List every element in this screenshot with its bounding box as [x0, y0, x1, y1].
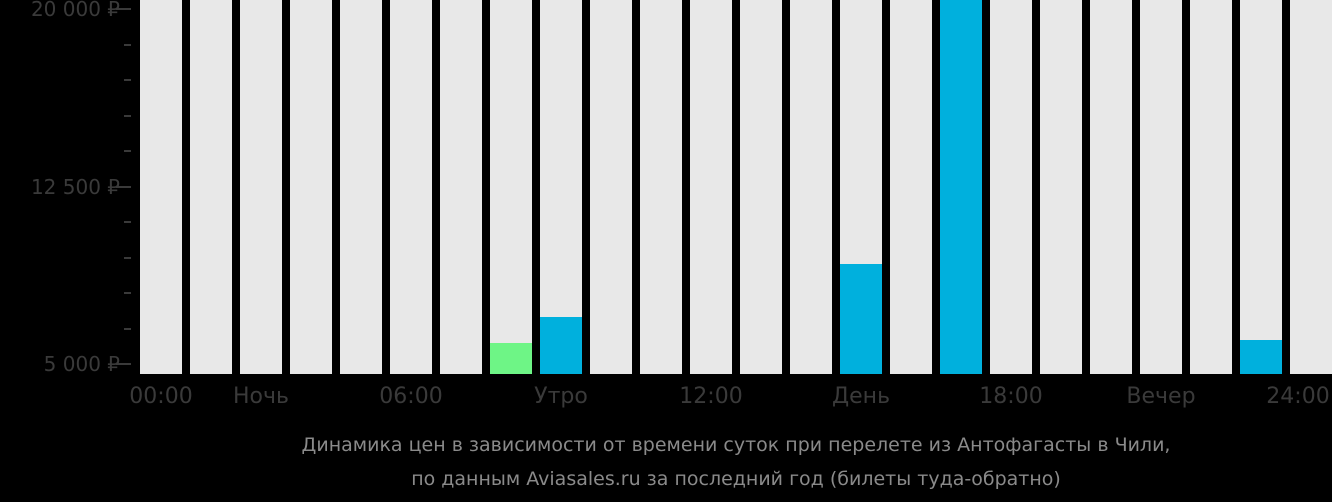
y-label-12500: 12 500 ₽ — [30, 175, 120, 199]
x-label: Вечер — [1126, 384, 1196, 409]
y-tick-minor — [124, 257, 131, 259]
bar-background — [790, 0, 832, 374]
bar-background — [190, 0, 232, 374]
x-label: Утро — [534, 384, 588, 409]
y-tick-minor — [124, 115, 131, 117]
y-label-5000: 5 000 ₽ — [43, 352, 120, 376]
bar-price[interactable] — [1240, 340, 1282, 374]
bar-background — [240, 0, 282, 374]
bar-background — [1090, 0, 1132, 374]
x-label: 24:00 — [1266, 384, 1330, 409]
bar-background — [1240, 0, 1282, 374]
bar-background — [740, 0, 782, 374]
x-label: 00:00 — [129, 384, 193, 409]
x-label: День — [831, 384, 891, 409]
bar-price[interactable] — [940, 0, 982, 374]
x-label: 06:00 — [379, 384, 443, 409]
bar-background — [890, 0, 932, 374]
y-tick-minor — [124, 79, 131, 81]
y-tick-minor — [124, 292, 131, 294]
bar-price[interactable] — [540, 317, 582, 374]
bar-background — [590, 0, 632, 374]
bar-background — [140, 0, 182, 374]
chart-caption-line-2: по данным Aviasales.ru за последний год … — [411, 468, 1061, 490]
bar-background — [340, 0, 382, 374]
x-label: Ночь — [233, 384, 289, 409]
y-tick-minor — [124, 44, 131, 46]
y-tick-minor — [124, 221, 131, 223]
bar-background — [690, 0, 732, 374]
x-label: 12:00 — [679, 384, 743, 409]
y-tick-minor — [124, 150, 131, 152]
bar-background — [990, 0, 1032, 374]
y-tick-major — [116, 363, 131, 365]
bar-background — [1040, 0, 1082, 374]
bar-background — [1290, 0, 1332, 374]
y-label-20000: 20 000 ₽ — [30, 0, 120, 21]
bar-background — [440, 0, 482, 374]
bar-background — [390, 0, 432, 374]
bar-price[interactable] — [840, 264, 882, 374]
bar-background — [640, 0, 682, 374]
y-tick-major — [116, 186, 131, 188]
bar-background — [290, 0, 332, 374]
bar-background — [490, 0, 532, 374]
bar-background — [1190, 0, 1232, 374]
bar-background — [540, 0, 582, 374]
bar-cheapest[interactable] — [490, 343, 532, 374]
bar-background — [1140, 0, 1182, 374]
chart-caption-line-1: Динамика цен в зависимости от времени су… — [301, 434, 1171, 456]
y-tick-minor — [124, 328, 131, 330]
y-tick-major — [116, 8, 131, 10]
x-label: 18:00 — [979, 384, 1043, 409]
